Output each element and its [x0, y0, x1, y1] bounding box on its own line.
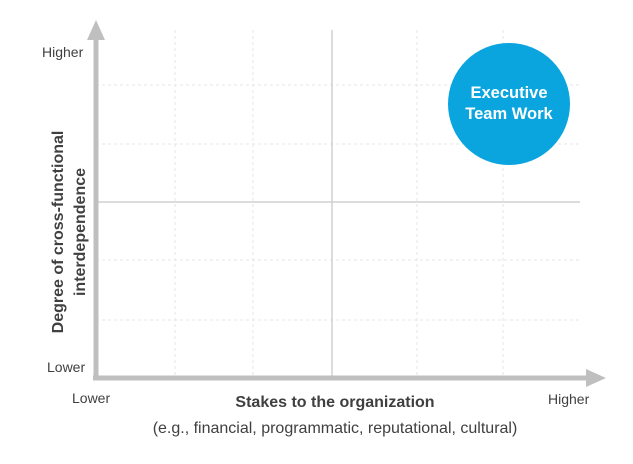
x-axis-arrowhead	[586, 369, 606, 387]
y-axis-title: Degree of cross-functional interdependen…	[48, 82, 92, 382]
y-axis-low-label: Lower	[47, 359, 86, 375]
executive-label-line-1: Executive	[470, 84, 548, 102]
y-axis-title-line-2: interdependence	[72, 167, 89, 297]
y-axis-title-line-1: Degree of cross-functional	[50, 130, 67, 334]
y-axis-high-label: Higher	[42, 44, 84, 60]
x-axis-title: Stakes to the organization	[235, 394, 435, 411]
executive-team-work-label: Executive Team Work	[454, 83, 564, 125]
x-axis-low-label: Lower	[72, 390, 111, 406]
x-axis-subtitle: (e.g., financial, programmatic, reputati…	[152, 420, 518, 437]
x-axis-high-label: Higher	[548, 391, 590, 407]
y-axis-arrowhead	[87, 20, 105, 40]
executive-label-line-2: Team Work	[465, 105, 553, 123]
executive-team-work-circle: Executive Team Work	[448, 43, 570, 165]
